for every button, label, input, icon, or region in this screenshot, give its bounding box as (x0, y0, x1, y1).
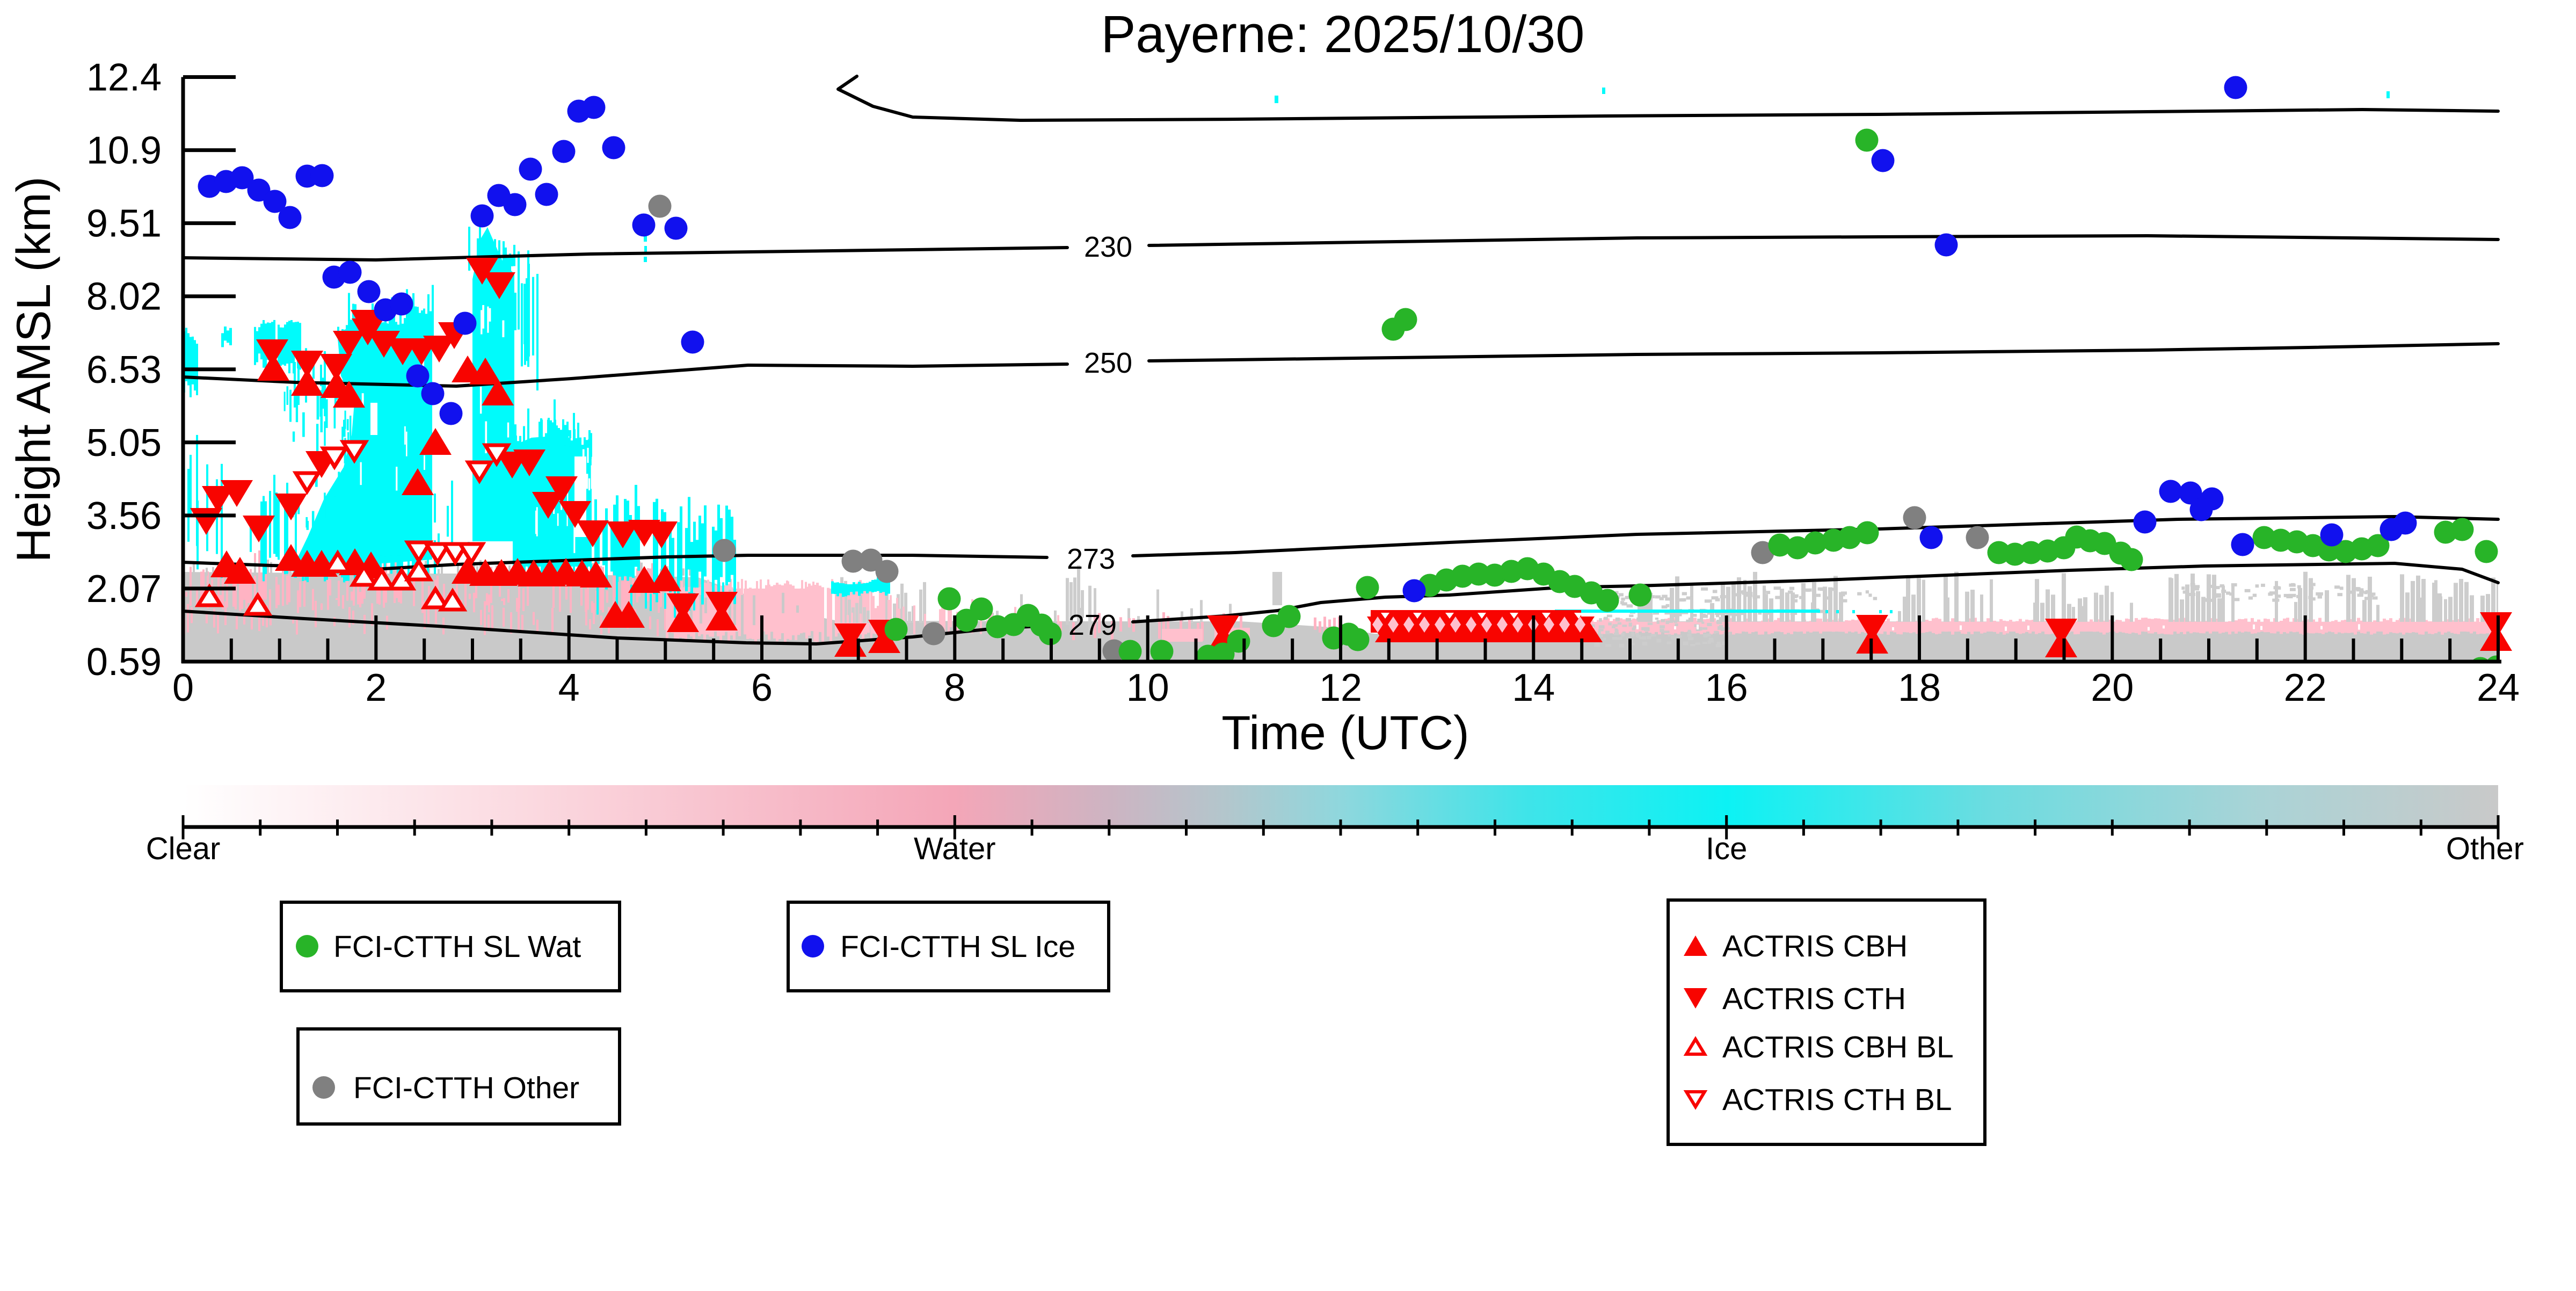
svg-text:230: 230 (1084, 231, 1132, 263)
svg-text:4: 4 (558, 666, 580, 709)
svg-text:Ice: Ice (1706, 831, 1747, 866)
svg-text:9.51: 9.51 (86, 202, 162, 245)
svg-text:5.05: 5.05 (86, 422, 162, 465)
svg-text:ACTRIS CBH: ACTRIS CBH (1722, 929, 1908, 963)
svg-text:FCI-CTTH SL Ice: FCI-CTTH SL Ice (840, 930, 1075, 964)
svg-text:0.59: 0.59 (86, 641, 162, 684)
svg-text:14: 14 (1512, 666, 1555, 709)
svg-text:2.07: 2.07 (86, 568, 162, 611)
svg-text:22: 22 (2284, 666, 2327, 709)
svg-text:Height AMSL (km): Height AMSL (km) (6, 177, 60, 563)
svg-text:Water: Water (914, 831, 996, 866)
svg-text:Other: Other (2446, 831, 2524, 866)
svg-text:ACTRIS CBH BL: ACTRIS CBH BL (1722, 1030, 1954, 1064)
svg-text:Time (UTC): Time (UTC) (1221, 706, 1469, 759)
svg-text:24: 24 (2477, 666, 2520, 709)
svg-text:18: 18 (1898, 666, 1941, 709)
svg-text:6.53: 6.53 (86, 349, 162, 391)
svg-text:0: 0 (172, 666, 194, 709)
svg-text:Clear: Clear (146, 831, 221, 866)
svg-text:20: 20 (2091, 666, 2134, 709)
svg-text:6: 6 (751, 666, 773, 709)
svg-text:ACTRIS CTH: ACTRIS CTH (1722, 982, 1906, 1016)
svg-text:3.56: 3.56 (86, 495, 162, 538)
svg-text:ACTRIS CTH BL: ACTRIS CTH BL (1722, 1083, 1952, 1117)
svg-text:8.02: 8.02 (86, 275, 162, 318)
svg-text:250: 250 (1084, 347, 1132, 379)
svg-text:FCI-CTTH Other: FCI-CTTH Other (353, 1071, 579, 1105)
svg-text:273: 273 (1067, 543, 1115, 575)
svg-text:FCI-CTTH SL Wat: FCI-CTTH SL Wat (333, 930, 581, 964)
svg-text:279: 279 (1068, 609, 1117, 641)
svg-text:10.9: 10.9 (86, 129, 162, 172)
svg-text:10: 10 (1126, 666, 1169, 709)
svg-text:2: 2 (365, 666, 387, 709)
svg-text:12: 12 (1319, 666, 1362, 709)
svg-text:16: 16 (1705, 666, 1748, 709)
svg-text:8: 8 (944, 666, 965, 709)
svg-text:12.4: 12.4 (86, 56, 162, 99)
svg-text:Payerne: 2025/10/30: Payerne: 2025/10/30 (1101, 5, 1585, 63)
